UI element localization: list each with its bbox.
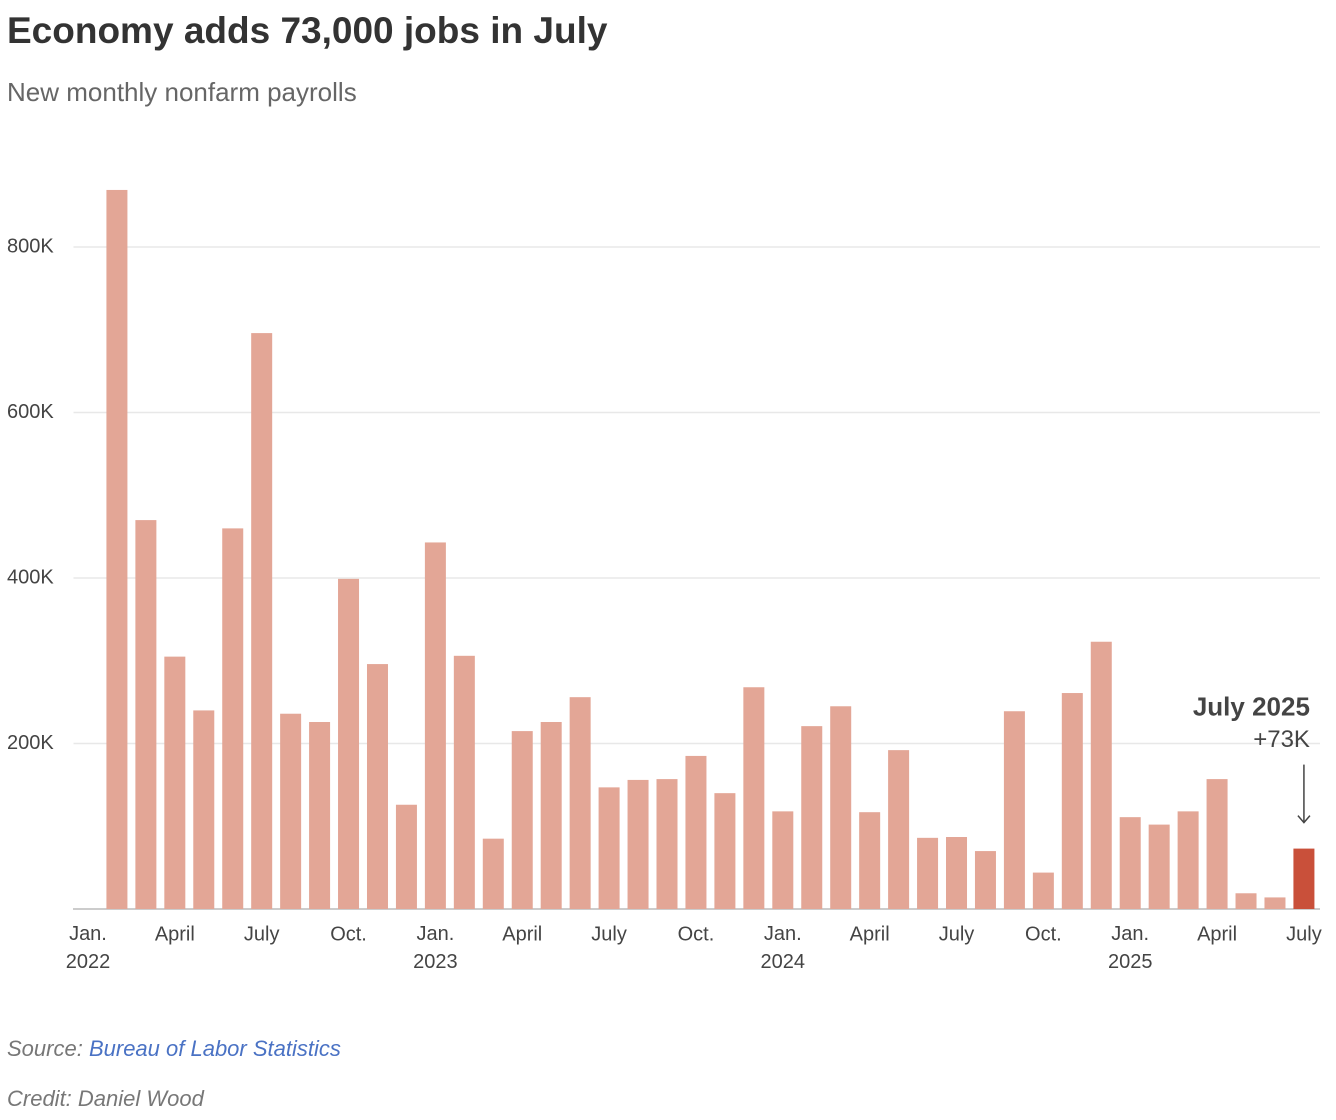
bar (946, 837, 968, 909)
bar (366, 664, 388, 909)
bar (309, 721, 331, 909)
bar (1032, 872, 1054, 909)
bar (772, 811, 794, 909)
bar (1293, 848, 1315, 909)
bar (598, 787, 620, 909)
annotation: July 2025 (1193, 691, 1310, 721)
bar (888, 750, 910, 909)
x-tick-label: April (1197, 923, 1237, 945)
bar (1235, 893, 1257, 909)
bar (222, 528, 244, 909)
bar (135, 520, 157, 909)
bar (685, 755, 707, 909)
bar (1177, 811, 1199, 909)
bar (540, 721, 562, 909)
x-tick-label: July (591, 923, 627, 945)
bar (164, 656, 186, 909)
y-tick-label: 400K (7, 566, 54, 588)
credit: Credit: Daniel Wood (7, 1086, 204, 1111)
source: Source: Bureau of Labor Statistics (7, 1036, 341, 1062)
bar (627, 779, 649, 909)
bar (511, 731, 533, 909)
bar (453, 655, 475, 909)
bar (569, 697, 591, 909)
x-tick-label: Jan. 2024 (761, 923, 806, 973)
bar (1090, 641, 1112, 909)
bar (251, 333, 273, 910)
bar (974, 851, 996, 909)
x-tick-label: April (850, 923, 890, 945)
bar (859, 812, 881, 909)
x-tick-label: Jan. 2023 (413, 923, 458, 973)
bar (193, 710, 215, 909)
y-tick-label: 200K (7, 732, 54, 754)
x-tick-label: April (155, 923, 195, 945)
value-label: +73K (1253, 726, 1310, 753)
y-tick-label: 600K (7, 401, 54, 423)
x-tick-label: Oct. (330, 923, 367, 945)
bar (280, 713, 302, 909)
x-tick-label: Jan. 2022 (66, 923, 111, 973)
chart-title: Economy adds 73,000 jobs in July (7, 10, 608, 51)
bar (714, 793, 736, 909)
bar (1003, 711, 1025, 909)
bar (917, 837, 939, 909)
bar (830, 706, 852, 909)
y-tick-label: 800K (7, 235, 54, 257)
bar (338, 578, 360, 909)
chart: 200K 400K 600K 800K Jan. 2022 April July Oct. Jan… (7, 189, 1322, 973)
bar (1061, 693, 1083, 909)
bar (656, 779, 678, 909)
x-tick-label: July (1286, 923, 1322, 945)
x-tick-label: July (244, 923, 280, 945)
bar (395, 804, 417, 909)
x-tick-label: Oct. (1025, 923, 1062, 945)
bar (424, 542, 446, 909)
bar (1148, 824, 1170, 909)
bar (106, 189, 128, 909)
x-tick-label: Jan. 2025 (1108, 923, 1153, 973)
bar (1264, 897, 1286, 909)
x-tick-label: July (939, 923, 975, 945)
bar (482, 838, 504, 909)
arrow-head (1297, 815, 1311, 824)
source-label: Source: (7, 1036, 83, 1061)
source-link[interactable]: Bureau of Labor Statistics (88, 1036, 341, 1061)
bar (1119, 817, 1141, 909)
x-tick-label: Oct. (678, 923, 715, 945)
bar (743, 687, 765, 909)
bar (801, 726, 823, 909)
x-tick-label: April (502, 923, 542, 945)
bar (1206, 779, 1228, 909)
chart-subtitle: New monthly nonfarm payrolls (7, 77, 357, 107)
